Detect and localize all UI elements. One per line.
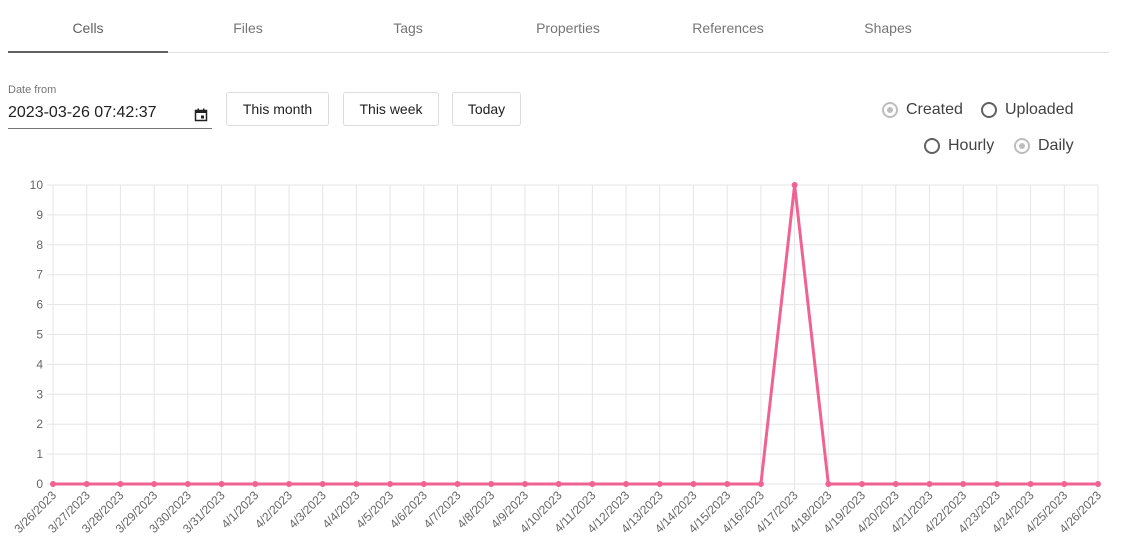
y-tick-label: 6 xyxy=(36,298,43,312)
y-tick-label: 10 xyxy=(30,178,44,192)
y-tick-label: 3 xyxy=(36,387,43,401)
radio-hourly[interactable]: Hourly xyxy=(924,137,994,155)
data-point[interactable] xyxy=(83,481,90,487)
data-point[interactable] xyxy=(218,481,225,487)
tab-cells[interactable]: Cells xyxy=(72,20,104,36)
radio-created[interactable]: Created xyxy=(882,101,963,119)
data-point[interactable] xyxy=(252,481,259,487)
data-point[interactable] xyxy=(353,481,360,487)
y-tick-label: 2 xyxy=(36,417,43,431)
data-point[interactable] xyxy=(117,481,124,487)
y-tick-label: 4 xyxy=(36,357,43,371)
tab-properties[interactable]: Properties xyxy=(536,20,600,36)
radio-uploaded[interactable]: Uploaded xyxy=(981,101,1074,119)
date-from-field[interactable]: Date from 2023-03-26 07:42:37 xyxy=(8,84,212,130)
data-point[interactable] xyxy=(690,481,697,487)
data-point[interactable] xyxy=(623,481,630,487)
data-point[interactable] xyxy=(454,481,461,487)
y-tick-label: 0 xyxy=(36,477,43,491)
data-point[interactable] xyxy=(926,481,933,487)
tab-bar: Cells Files Tags Properties References S… xyxy=(8,0,1109,53)
radio-hourly-circle[interactable] xyxy=(924,138,940,154)
tab-files[interactable]: Files xyxy=(233,20,263,36)
data-point[interactable] xyxy=(521,481,528,487)
this-week-button[interactable]: This week xyxy=(343,92,439,126)
date-from-input[interactable]: 2023-03-26 07:42:37 xyxy=(8,104,157,121)
radio-uploaded-label: Uploaded xyxy=(1005,101,1074,118)
data-point[interactable] xyxy=(488,481,495,487)
y-tick-label: 9 xyxy=(36,208,43,222)
data-point[interactable] xyxy=(555,481,562,487)
date-from-label: Date from xyxy=(8,84,57,96)
data-point[interactable] xyxy=(184,481,191,487)
tab-references[interactable]: References xyxy=(692,20,764,36)
data-point[interactable] xyxy=(589,481,596,487)
data-point[interactable] xyxy=(1095,481,1101,487)
data-point[interactable] xyxy=(1027,481,1034,487)
data-point[interactable] xyxy=(757,481,764,487)
data-point[interactable] xyxy=(319,481,326,487)
data-point[interactable] xyxy=(960,481,967,487)
today-button[interactable]: Today xyxy=(452,92,521,126)
tab-tags[interactable]: Tags xyxy=(393,20,423,36)
radio-created-circle[interactable] xyxy=(882,102,898,118)
data-point[interactable] xyxy=(285,481,292,487)
radio-daily-label: Daily xyxy=(1038,137,1074,154)
tab-shapes[interactable]: Shapes xyxy=(864,20,912,36)
data-point[interactable] xyxy=(993,481,1000,487)
radio-daily-circle[interactable] xyxy=(1014,138,1030,154)
y-tick-label: 1 xyxy=(36,447,43,461)
y-tick-label: 5 xyxy=(36,328,43,342)
active-tab-indicator xyxy=(8,51,168,53)
data-point[interactable] xyxy=(1061,481,1068,487)
line-chart: 0123456789103/26/20233/27/20233/28/20233… xyxy=(11,178,1104,536)
data-point[interactable] xyxy=(656,481,663,487)
data-point[interactable] xyxy=(151,481,158,487)
data-point[interactable] xyxy=(50,481,56,487)
data-point[interactable] xyxy=(825,481,832,487)
y-tick-label: 7 xyxy=(36,268,43,282)
data-point[interactable] xyxy=(420,481,427,487)
radio-hourly-label: Hourly xyxy=(948,137,995,154)
data-point[interactable] xyxy=(791,182,798,188)
data-point[interactable] xyxy=(892,481,899,487)
data-point[interactable] xyxy=(724,481,731,487)
date-field-underline xyxy=(8,128,212,129)
radio-daily[interactable]: Daily xyxy=(1014,137,1074,155)
this-month-button[interactable]: This month xyxy=(226,92,329,126)
series-line xyxy=(53,183,1098,486)
radio-uploaded-circle[interactable] xyxy=(981,102,997,118)
calendar-icon[interactable] xyxy=(194,108,208,122)
y-tick-label: 8 xyxy=(36,238,43,252)
radio-created-label: Created xyxy=(906,101,963,118)
data-point[interactable] xyxy=(859,481,866,487)
data-point[interactable] xyxy=(387,481,394,487)
